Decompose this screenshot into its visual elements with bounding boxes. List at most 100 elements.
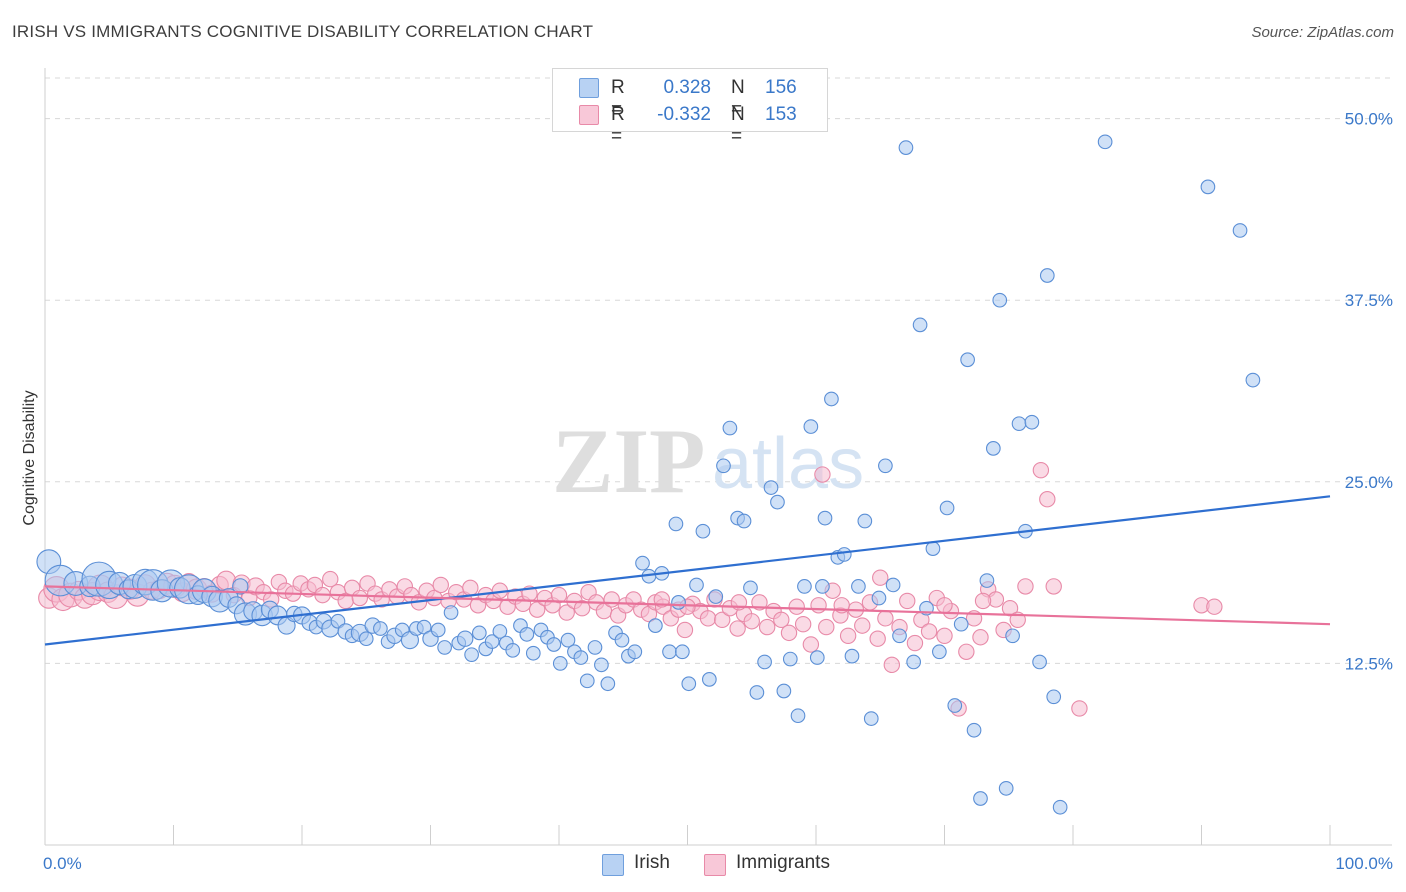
irish-point (947, 698, 963, 713)
immigrants-point (573, 599, 591, 617)
irish-point (966, 722, 982, 738)
irish-point (757, 654, 772, 670)
irish-point (782, 651, 798, 667)
source-label: Source: ZipAtlas.com (1251, 24, 1394, 41)
irish-point (985, 441, 1001, 456)
irish-swatch (602, 854, 624, 876)
irish-point (373, 621, 388, 636)
immigrants-point (550, 586, 568, 604)
immigrants-point (432, 576, 449, 594)
irish-point (681, 676, 697, 692)
irish-point (857, 513, 873, 529)
legend-immigrants-label: Immigrants (736, 852, 830, 873)
immigrants-points (38, 461, 1223, 717)
immigrants-point (906, 634, 924, 652)
irish-point (464, 647, 479, 663)
irish-point (998, 780, 1014, 796)
irish-point (885, 577, 901, 593)
immigrants-point (729, 620, 746, 637)
immigrants-point (814, 466, 831, 483)
irish-point (662, 644, 677, 660)
irish-point (815, 579, 830, 594)
irish-points (36, 134, 1261, 815)
immigrants-point (773, 611, 790, 629)
immigrants-point (794, 615, 812, 633)
immigrants-point (1039, 491, 1056, 508)
irish-point (878, 458, 893, 474)
irish-point (932, 644, 947, 660)
irish-point (851, 579, 866, 594)
legend-r-label: R = (611, 77, 625, 120)
trend-lines (44, 495, 1331, 646)
irish-swatch (579, 78, 599, 98)
irish-point (358, 631, 374, 647)
irish-point (770, 494, 785, 510)
irish-point (1200, 179, 1216, 195)
irish-point (430, 622, 446, 638)
irish-trend-line (44, 495, 1331, 646)
irish-point (824, 391, 839, 407)
immigrants-point (974, 592, 992, 610)
irish-point (437, 640, 452, 655)
y-tick-label: 50.0% (1345, 110, 1393, 129)
irish-point (1097, 134, 1113, 150)
irish-point (763, 480, 779, 495)
immigrants-point (854, 617, 871, 634)
irish-point (443, 605, 459, 620)
irish-point (484, 634, 500, 649)
irish-point (546, 637, 562, 652)
watermark-atlas: atlas (712, 424, 864, 504)
immigrants-point (839, 627, 857, 644)
legend-r-value: -0.332 (657, 104, 711, 125)
legend-n-label: N = (731, 77, 745, 120)
irish-point (671, 595, 686, 610)
immigrants-point (958, 643, 975, 660)
irish-point (708, 589, 724, 604)
immigrants-point (877, 610, 894, 627)
immigrants-point (351, 589, 369, 607)
irish-point (1032, 654, 1047, 670)
irish-point (722, 420, 738, 436)
immigrants-point (1045, 578, 1062, 595)
immigrants-point (1032, 461, 1050, 479)
irish-point (871, 590, 887, 606)
irish-point (736, 513, 752, 529)
immigrants-point (1017, 578, 1034, 595)
stats-legend: R = 0.328 N = 156 R = -0.332 N = 153 (552, 68, 828, 147)
immigrants-point (699, 610, 717, 627)
irish-point (587, 640, 603, 655)
chart-title: IRISH VS IMMIGRANTS COGNITIVE DISABILITY… (12, 22, 594, 41)
irish-point (973, 791, 988, 806)
irish-point (701, 672, 717, 687)
irish-point (817, 510, 833, 526)
irish-point (695, 523, 711, 539)
immigrants-point (936, 597, 953, 614)
immigrants-point (758, 618, 776, 636)
immigrants-point (603, 591, 620, 608)
immigrants-point (322, 570, 339, 588)
irish-point (743, 580, 758, 596)
irish-point (675, 644, 690, 660)
irish-point (939, 500, 955, 516)
irish-point (836, 547, 852, 562)
irish-point (648, 618, 663, 633)
irish-point (492, 624, 508, 639)
irish-point (1052, 799, 1068, 815)
x-tick-label: 100.0% (1335, 854, 1393, 873)
immigrants-trend-line (44, 585, 1331, 626)
irish-point (560, 632, 576, 648)
irish-point (689, 577, 704, 593)
irish-point (627, 644, 643, 660)
irish-point (776, 683, 792, 699)
immigrants-point (802, 636, 820, 653)
irish-point (600, 676, 616, 692)
irish-point (594, 657, 609, 673)
immigrants-point (883, 656, 901, 674)
immigrants-point (462, 579, 479, 597)
irish-point (232, 578, 249, 595)
irish-point (519, 626, 535, 642)
irish-point (863, 711, 879, 726)
irish-point (579, 673, 595, 689)
immigrants-point (972, 629, 989, 646)
immigrants-point (869, 630, 886, 647)
